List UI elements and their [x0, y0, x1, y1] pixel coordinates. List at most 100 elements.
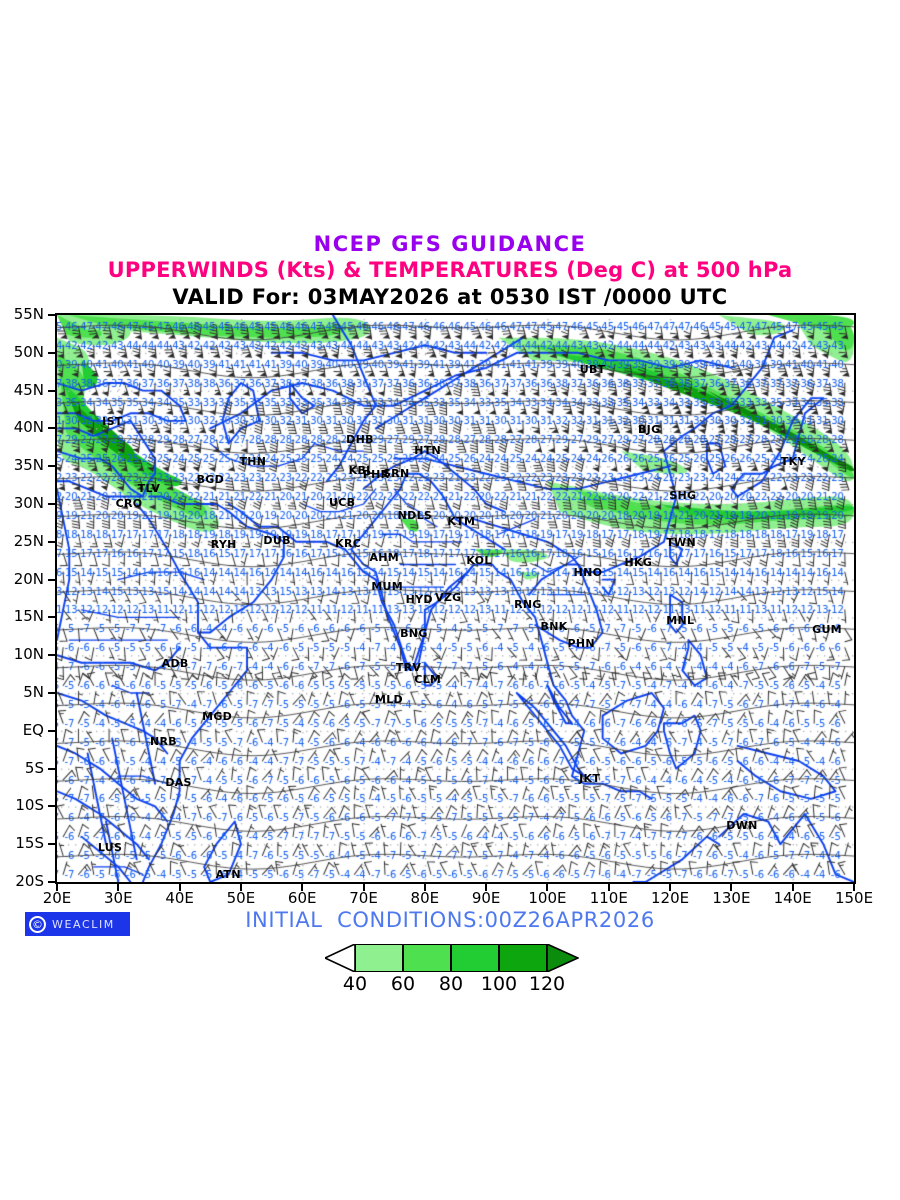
- title-line-1: NCEP GFS GUIDANCE: [313, 232, 587, 256]
- x-tick-mark: [117, 884, 120, 891]
- x-tick-label: 70E: [349, 889, 378, 907]
- city-label-bgd: BGD: [196, 473, 225, 487]
- x-tick-label: 140E: [773, 889, 812, 907]
- y-tick-mark: [48, 729, 55, 732]
- x-tick-label: 110E: [589, 889, 628, 907]
- y-tick-label: 15S: [15, 834, 44, 853]
- city-label-dhb: DHB: [346, 432, 374, 446]
- x-tick-label: 100E: [528, 889, 567, 907]
- y-tick-mark: [48, 314, 55, 316]
- y-tick-label: 20N: [13, 569, 44, 588]
- colorbar-band: [403, 944, 451, 972]
- y-tick-label: 10N: [13, 645, 44, 664]
- x-tick-label: 90E: [471, 889, 501, 907]
- x-tick-mark: [301, 884, 304, 891]
- title-line-2: UPPERWINDS (Kts) & TEMPERATURES (Deg C) …: [107, 258, 793, 282]
- city-label-htn: HTN: [414, 444, 442, 458]
- city-label-nrb: NRB: [149, 734, 177, 748]
- city-label-adb: ADB: [161, 656, 189, 670]
- city-label-trv: TRV: [395, 660, 422, 674]
- city-label-srn: SRN: [382, 467, 410, 480]
- colorbar-band: [499, 944, 547, 972]
- y-tick-mark: [48, 389, 55, 392]
- x-tick-label: 120E: [651, 889, 690, 907]
- x-tick-mark: [56, 884, 58, 891]
- x-tick-label: 40E: [165, 889, 194, 907]
- city-label-bnk: BNK: [540, 620, 568, 634]
- city-label-cro: CRO: [115, 497, 143, 511]
- city-label-ucb: UCB: [329, 496, 356, 510]
- map-plot-area[interactable]: IST THN BGD TLV CRO RYH DUB KBL DHB HTN SRN PHR UCB N…: [55, 313, 856, 884]
- city-label-mnl: MNL: [666, 614, 695, 628]
- weaclim-label: WEACLIM: [52, 917, 115, 931]
- x-tick-mark: [730, 884, 733, 891]
- initial-conditions-text: INITIAL CONDITIONS:00Z26APR2026: [245, 908, 655, 932]
- y-tick-mark: [48, 503, 55, 505]
- colorbar-tick-label: 60: [390, 973, 416, 995]
- y-tick-label: 10S: [15, 796, 44, 815]
- y-tick-label: 20S: [15, 872, 44, 890]
- title-line-3: VALID For: 03MAY2026 at 0530 IST /0000 U…: [172, 285, 728, 309]
- weaclim-logo: © WEACLIM: [25, 912, 130, 936]
- city-label-clm: CLM: [414, 672, 442, 686]
- city-label-jkt: JKT: [579, 771, 601, 785]
- y-tick-mark: [48, 351, 55, 354]
- colorbar-tick-label: 100: [480, 973, 518, 995]
- y-tick-label: 40N: [13, 418, 44, 437]
- city-label-bng: BNG: [400, 626, 428, 640]
- city-label-hno: HNO: [573, 566, 603, 580]
- city-label-kbl: KBL: [348, 463, 374, 477]
- city-label-mum: MUM: [371, 580, 404, 594]
- city-label-dwn: DWN: [726, 819, 758, 833]
- x-tick-label: 50E: [226, 889, 256, 907]
- city-label-thn: THN: [239, 454, 267, 468]
- title-block: NCEP GFS GUIDANCE UPPERWINDS (Kts) & TEM…: [0, 232, 900, 311]
- x-tick-label: 20E: [42, 889, 72, 907]
- city-label-bjg: BJG: [638, 423, 661, 437]
- city-label-dub: DUB: [263, 533, 291, 547]
- city-label-vzg: VZG: [435, 590, 462, 604]
- colorbar-band: [451, 944, 499, 972]
- x-tick-label: 80E: [410, 889, 440, 907]
- x-tick-mark: [423, 884, 426, 891]
- city-label-tky: TKY: [780, 454, 806, 468]
- x-tick-mark: [669, 884, 672, 891]
- y-tick-mark: [48, 767, 55, 770]
- y-tick-mark: [48, 805, 55, 808]
- city-label-tlv: TLV: [137, 482, 161, 496]
- y-tick-label: 15N: [13, 607, 44, 626]
- city-label-gum: GUM: [812, 622, 842, 636]
- wind-speed-colorbar: 40 60 80 100 120: [325, 944, 579, 995]
- y-tick-label: 50N: [13, 342, 44, 361]
- x-tick-label: 130E: [712, 889, 751, 907]
- colorbar-band: [355, 944, 403, 972]
- y-tick-mark: [48, 692, 55, 694]
- colorbar-tick-labels: 40 60 80 100 120: [315, 973, 585, 995]
- y-tick-label: 55N: [13, 305, 44, 323]
- x-tick-mark: [239, 884, 242, 891]
- x-tick-label: 150E: [834, 889, 874, 907]
- y-tick-label: EQ: [22, 720, 44, 739]
- y-tick-mark: [48, 843, 55, 846]
- y-tick-label: 30N: [13, 494, 44, 512]
- copyright-icon: ©: [29, 915, 46, 933]
- x-tick-mark: [546, 884, 549, 891]
- city-label-rng: RNG: [514, 597, 542, 611]
- y-tick-mark: [48, 881, 55, 883]
- y-tick-label: 25N: [13, 531, 44, 550]
- city-label-ubt: UBT: [579, 362, 606, 376]
- y-tick-label: 5N: [23, 683, 44, 701]
- city-label-twn: TWN: [666, 535, 696, 549]
- y-tick-mark: [48, 578, 55, 581]
- y-tick-mark: [48, 540, 55, 543]
- y-tick-mark: [48, 616, 55, 619]
- city-label-mgd: MGD: [202, 709, 233, 723]
- city-label-das: DAS: [165, 776, 192, 790]
- map-canvas: [57, 315, 854, 882]
- city-label-ktm: KTM: [447, 515, 476, 529]
- x-tick-mark: [791, 884, 794, 891]
- x-tick-label: 60E: [287, 889, 317, 907]
- city-label-phn: PHN: [567, 637, 595, 651]
- y-tick-label: 45N: [13, 380, 44, 399]
